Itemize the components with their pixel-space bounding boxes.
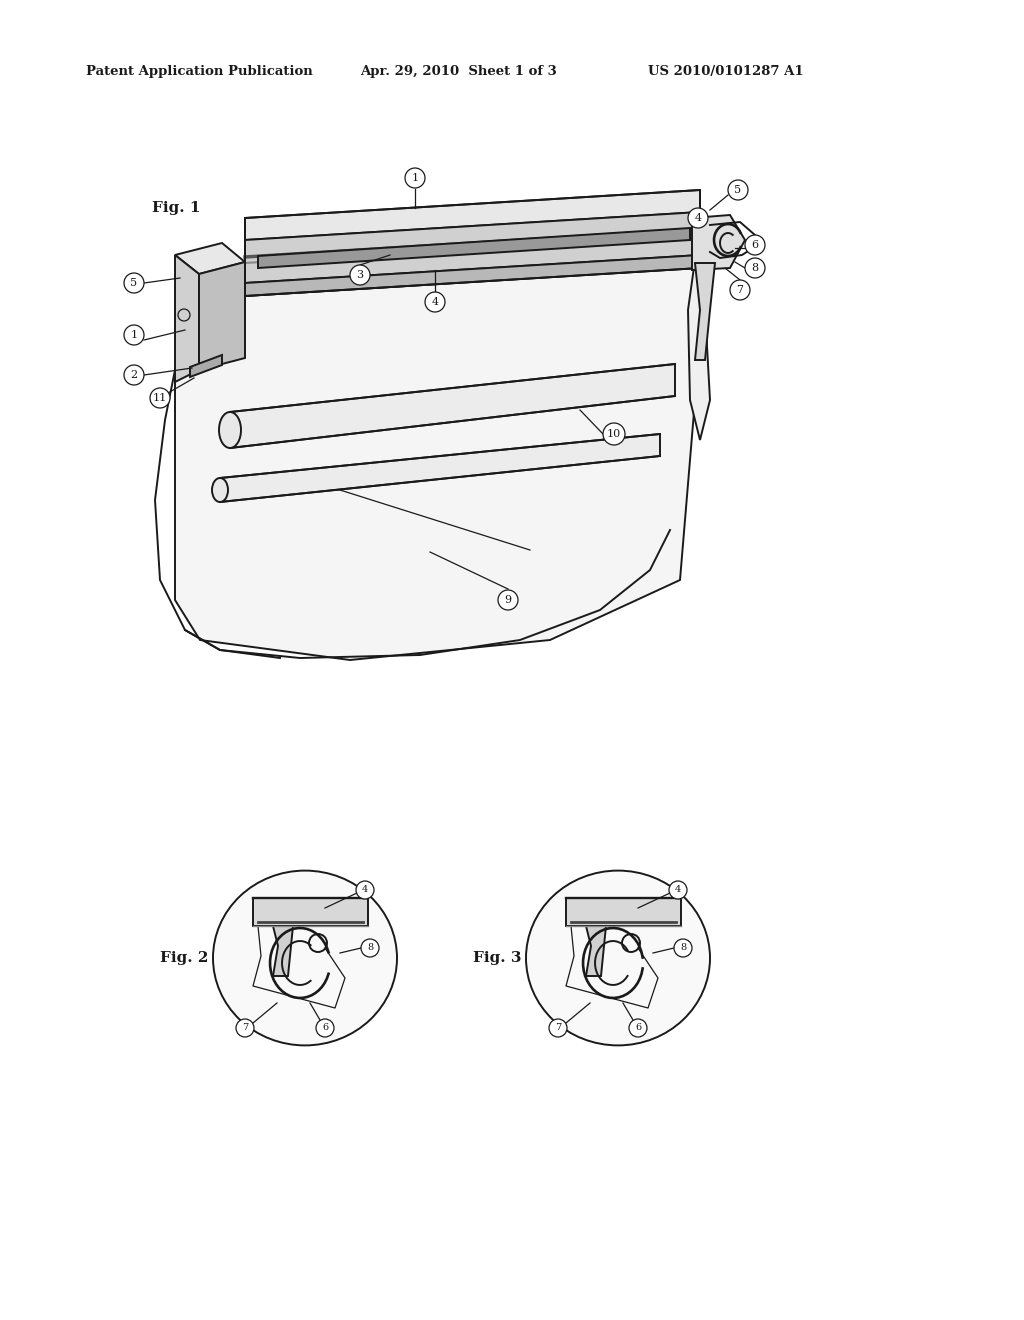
Text: 5: 5 xyxy=(130,279,137,288)
Polygon shape xyxy=(220,434,660,502)
Text: 4: 4 xyxy=(431,297,438,308)
Text: 7: 7 xyxy=(736,285,743,294)
Ellipse shape xyxy=(212,478,228,502)
Circle shape xyxy=(498,590,518,610)
Polygon shape xyxy=(199,261,245,370)
Circle shape xyxy=(406,168,425,187)
Text: US 2010/0101287 A1: US 2010/0101287 A1 xyxy=(648,66,804,78)
Circle shape xyxy=(316,1019,334,1038)
Text: 8: 8 xyxy=(680,944,686,953)
Polygon shape xyxy=(258,228,690,268)
Text: Fig. 1: Fig. 1 xyxy=(152,201,201,215)
Circle shape xyxy=(356,880,374,899)
Text: Patent Application Publication: Patent Application Publication xyxy=(86,66,312,78)
Polygon shape xyxy=(566,898,681,927)
Text: 2: 2 xyxy=(130,370,137,380)
Circle shape xyxy=(150,388,170,408)
Polygon shape xyxy=(175,268,695,660)
Circle shape xyxy=(425,292,445,312)
Text: 1: 1 xyxy=(130,330,137,341)
Circle shape xyxy=(350,265,370,285)
Polygon shape xyxy=(688,260,710,440)
Circle shape xyxy=(730,280,750,300)
Circle shape xyxy=(669,880,687,899)
Circle shape xyxy=(745,257,765,279)
Text: 11: 11 xyxy=(153,393,167,403)
Circle shape xyxy=(361,939,379,957)
Text: 3: 3 xyxy=(356,271,364,280)
Text: 4: 4 xyxy=(675,886,681,895)
Polygon shape xyxy=(692,215,745,271)
Circle shape xyxy=(728,180,748,201)
Ellipse shape xyxy=(526,871,710,1045)
Polygon shape xyxy=(245,255,700,296)
Text: 6: 6 xyxy=(752,240,759,249)
Text: 7: 7 xyxy=(555,1023,561,1032)
Text: 9: 9 xyxy=(505,595,512,605)
Circle shape xyxy=(124,273,144,293)
Circle shape xyxy=(236,1019,254,1038)
Polygon shape xyxy=(175,255,199,381)
Circle shape xyxy=(549,1019,567,1038)
Text: Fig. 3: Fig. 3 xyxy=(473,950,521,965)
Circle shape xyxy=(124,325,144,345)
Text: 6: 6 xyxy=(635,1023,641,1032)
Text: 10: 10 xyxy=(607,429,622,440)
Text: 8: 8 xyxy=(367,944,373,953)
Circle shape xyxy=(674,939,692,957)
Text: Fig. 2: Fig. 2 xyxy=(160,950,208,965)
Polygon shape xyxy=(245,190,700,240)
Polygon shape xyxy=(190,355,222,378)
Ellipse shape xyxy=(213,871,397,1045)
Circle shape xyxy=(745,235,765,255)
Polygon shape xyxy=(253,898,368,927)
Text: Apr. 29, 2010  Sheet 1 of 3: Apr. 29, 2010 Sheet 1 of 3 xyxy=(360,66,557,78)
Text: 8: 8 xyxy=(752,263,759,273)
Polygon shape xyxy=(586,927,606,975)
Text: 5: 5 xyxy=(734,185,741,195)
Polygon shape xyxy=(695,263,715,360)
Polygon shape xyxy=(273,927,293,975)
Polygon shape xyxy=(175,243,245,275)
Text: 7: 7 xyxy=(242,1023,248,1032)
Text: 4: 4 xyxy=(361,886,368,895)
Circle shape xyxy=(688,209,708,228)
Text: 6: 6 xyxy=(322,1023,328,1032)
Circle shape xyxy=(603,422,625,445)
Polygon shape xyxy=(245,213,700,282)
Polygon shape xyxy=(230,364,675,447)
Circle shape xyxy=(124,366,144,385)
Ellipse shape xyxy=(219,412,241,447)
Text: 4: 4 xyxy=(694,213,701,223)
Text: 1: 1 xyxy=(412,173,419,183)
Circle shape xyxy=(629,1019,647,1038)
